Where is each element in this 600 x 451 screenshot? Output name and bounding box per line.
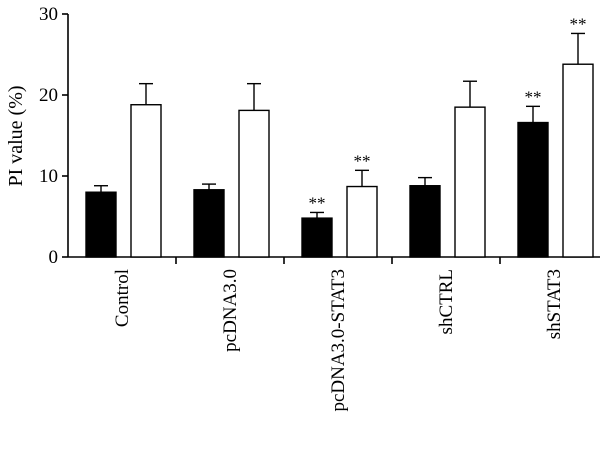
y-tick-label: 30 xyxy=(39,4,58,25)
x-tick-label: shSTAT3 xyxy=(544,269,565,339)
bar xyxy=(238,109,270,258)
bar xyxy=(346,185,378,258)
bar xyxy=(130,104,162,258)
significance-label: ** xyxy=(354,151,371,170)
x-tick-label: Control xyxy=(112,269,133,327)
y-tick-label: 10 xyxy=(39,166,58,187)
significance-label: ** xyxy=(525,87,542,106)
bar xyxy=(454,106,486,258)
significance-label: ** xyxy=(570,14,587,33)
x-tick-label: pcDNA3.0 xyxy=(220,269,241,352)
bar xyxy=(85,191,117,258)
bar xyxy=(409,185,441,258)
x-tick-label: shCTRL xyxy=(436,269,457,334)
y-axis-title: PI value (%) xyxy=(5,85,27,186)
plot-area: 0 10 20 30 Control pcDNA3.0 pcDNA3.0-STAT3 shCT… xyxy=(39,4,600,412)
y-tick-label: 0 xyxy=(49,247,59,268)
bar xyxy=(517,121,549,258)
bar xyxy=(562,63,594,258)
x-tick-label: pcDNA3.0-STAT3 xyxy=(328,269,349,412)
bar xyxy=(301,217,333,258)
y-tick-label: 20 xyxy=(39,85,58,106)
significance-label: ** xyxy=(309,193,326,212)
bar xyxy=(193,189,225,258)
